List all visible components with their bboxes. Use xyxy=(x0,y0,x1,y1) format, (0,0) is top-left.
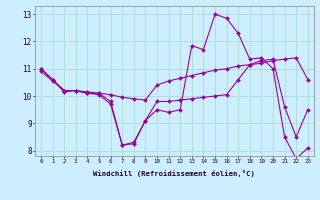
X-axis label: Windchill (Refroidissement éolien,°C): Windchill (Refroidissement éolien,°C) xyxy=(93,170,255,177)
